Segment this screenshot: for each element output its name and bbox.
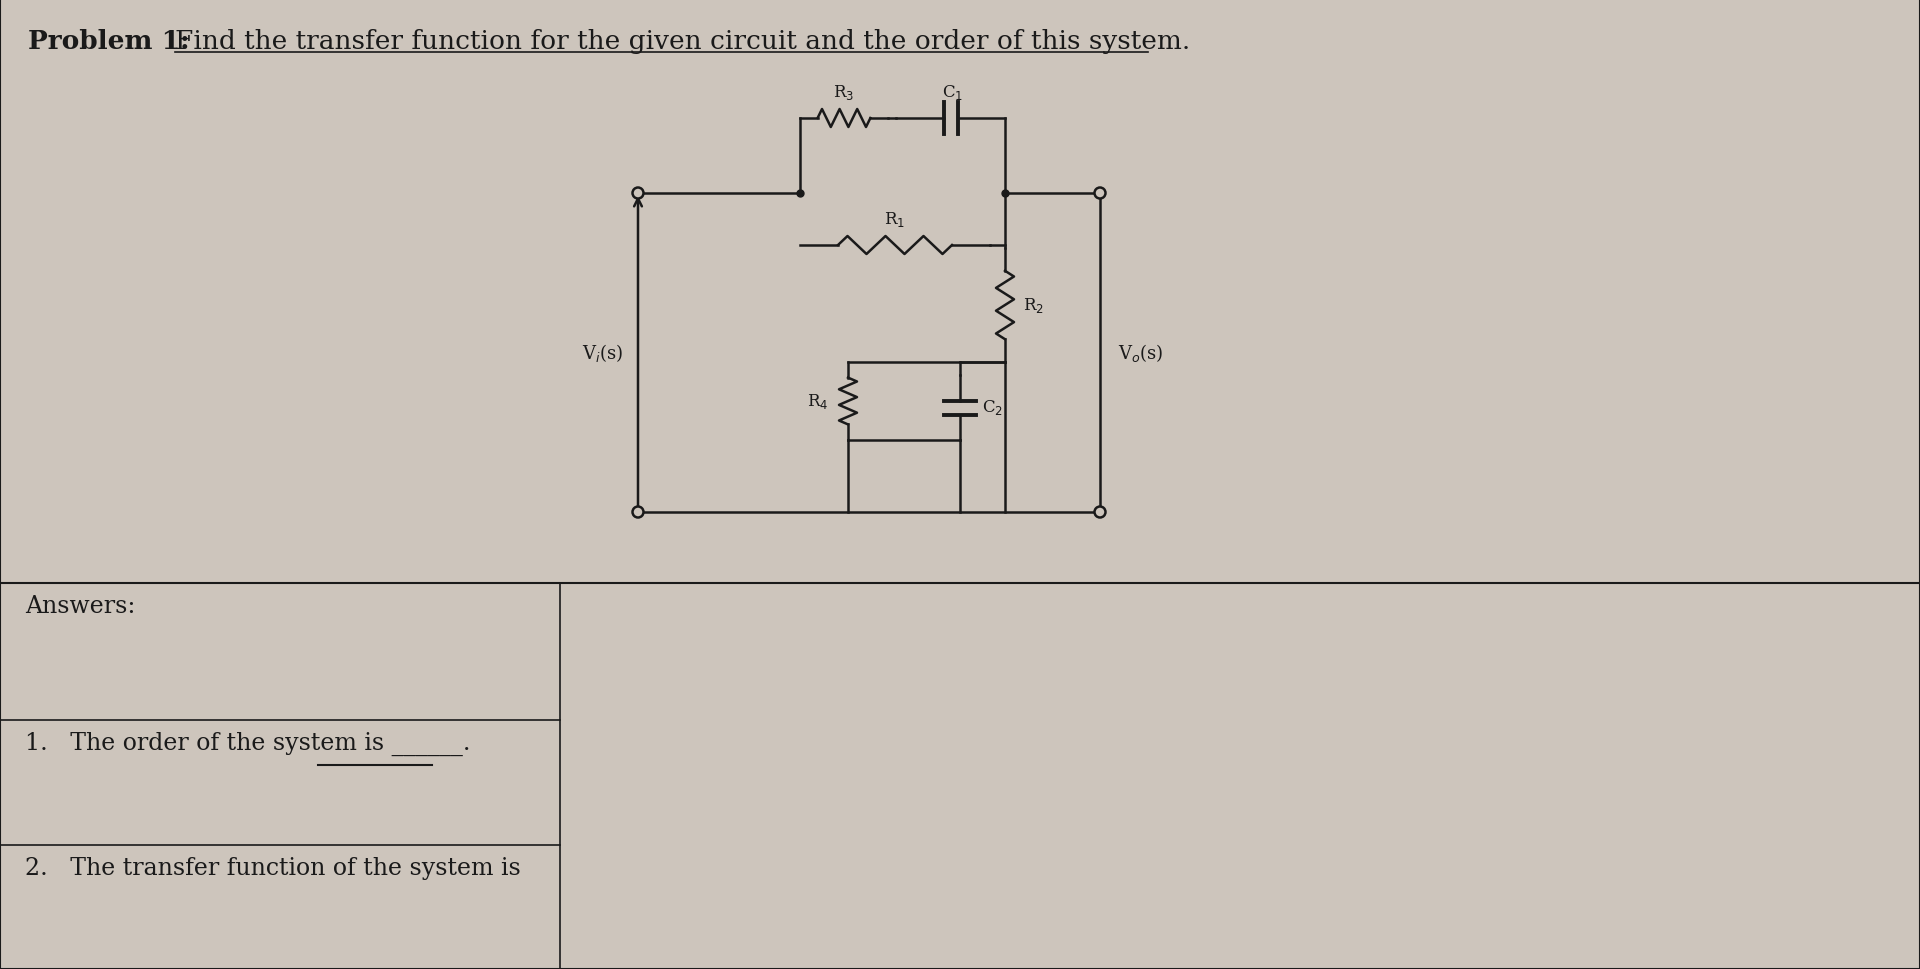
Text: Answers:: Answers: <box>25 595 136 618</box>
Text: C$_2$: C$_2$ <box>981 398 1002 417</box>
Text: 1.   The order of the system is ______.: 1. The order of the system is ______. <box>25 732 470 756</box>
Text: Problem 1:: Problem 1: <box>29 29 190 54</box>
Text: V$_i$(s): V$_i$(s) <box>582 341 622 363</box>
Text: Find the transfer function for the given circuit and the order of this system.: Find the transfer function for the given… <box>175 29 1190 54</box>
Circle shape <box>1094 187 1106 199</box>
Text: R$_2$: R$_2$ <box>1023 296 1044 315</box>
Circle shape <box>632 507 643 517</box>
Circle shape <box>632 187 643 199</box>
Text: V$_o$(s): V$_o$(s) <box>1117 341 1164 363</box>
Text: R$_4$: R$_4$ <box>806 391 828 411</box>
Text: R$_3$: R$_3$ <box>833 83 854 102</box>
Text: 2.   The transfer function of the system is: 2. The transfer function of the system i… <box>25 857 520 880</box>
Text: C$_1$: C$_1$ <box>943 83 964 102</box>
Circle shape <box>1094 507 1106 517</box>
Text: R$_1$: R$_1$ <box>885 210 906 229</box>
